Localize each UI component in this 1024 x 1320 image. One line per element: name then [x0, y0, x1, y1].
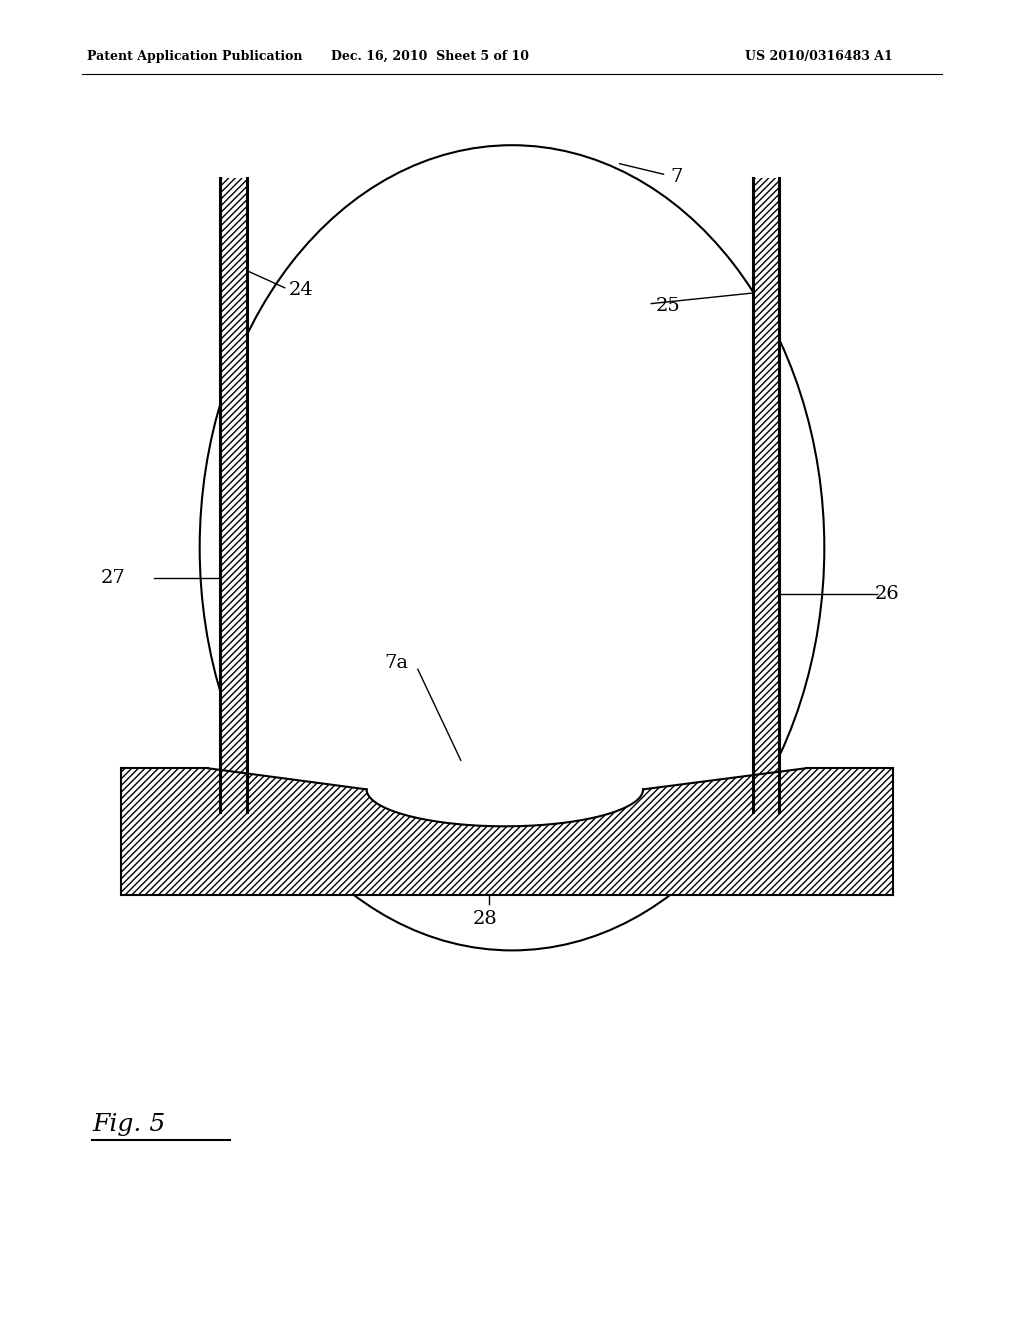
Text: Dec. 16, 2010  Sheet 5 of 10: Dec. 16, 2010 Sheet 5 of 10 — [331, 50, 529, 63]
Bar — [753, 178, 779, 812]
Text: 27: 27 — [100, 569, 125, 587]
Bar — [121, 768, 893, 895]
Text: 7: 7 — [671, 168, 683, 186]
Text: 24: 24 — [289, 281, 313, 300]
Polygon shape — [121, 755, 893, 826]
Text: Fig. 5: Fig. 5 — [92, 1113, 166, 1137]
Text: 26: 26 — [874, 585, 899, 603]
Text: 25: 25 — [655, 297, 680, 315]
Text: 28: 28 — [473, 909, 498, 928]
Text: US 2010/0316483 A1: US 2010/0316483 A1 — [745, 50, 893, 63]
Text: 7a: 7a — [384, 653, 408, 672]
Bar — [220, 178, 247, 812]
Text: Patent Application Publication: Patent Application Publication — [87, 50, 302, 63]
